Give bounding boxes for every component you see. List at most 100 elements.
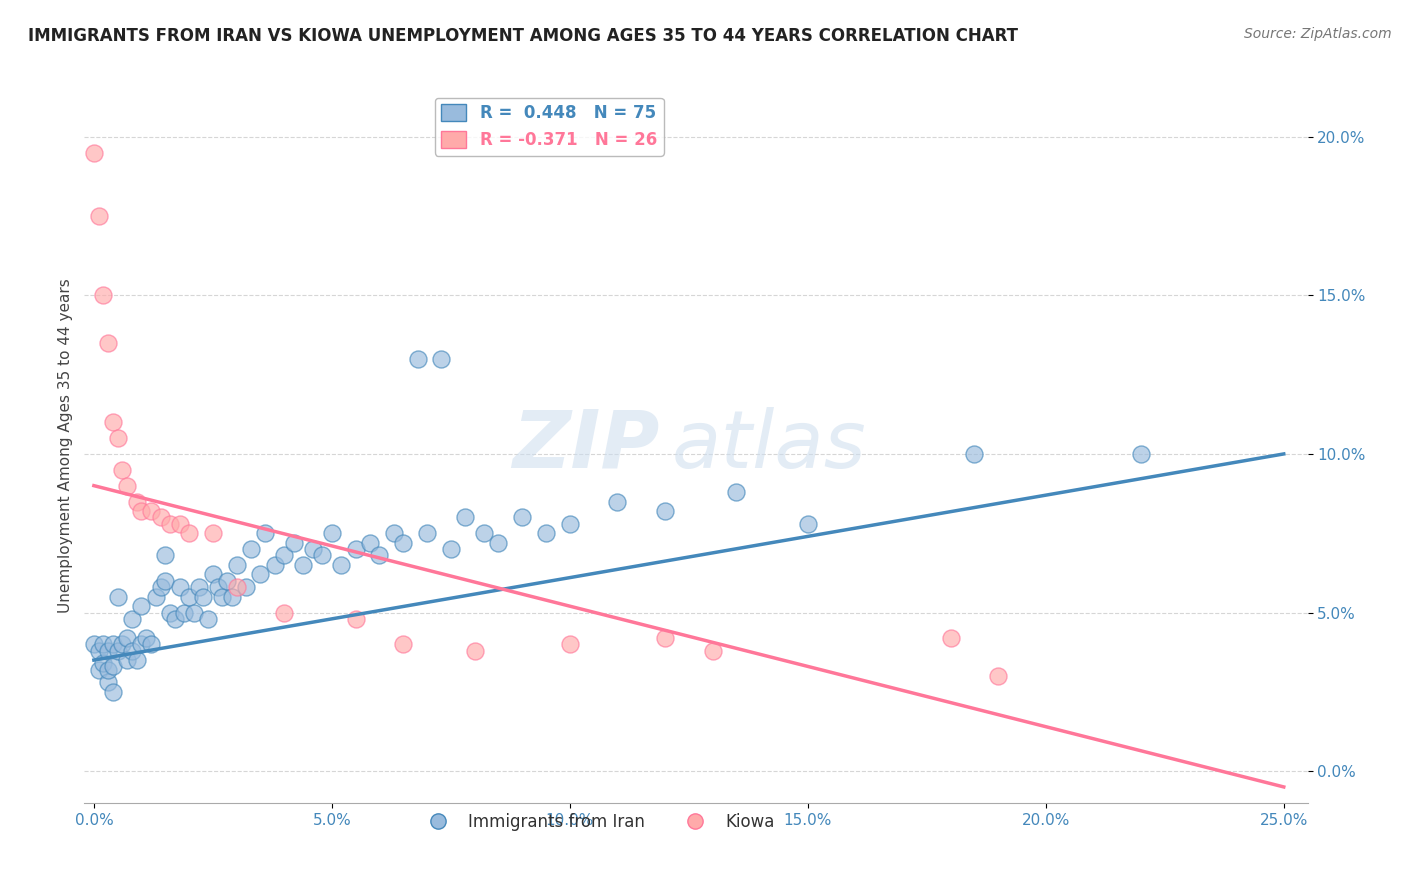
Point [163, 612, 186, 626]
Point [197, 612, 219, 626]
Point [283, 535, 305, 549]
Point [301, 542, 323, 557]
Point [558, 516, 581, 531]
Point [273, 549, 295, 563]
Point [131, 599, 153, 614]
Point [149, 510, 172, 524]
Point [311, 549, 333, 563]
Point [93, 637, 115, 651]
Point [145, 590, 167, 604]
Point [97, 663, 120, 677]
Point [392, 637, 415, 651]
Point [177, 590, 200, 604]
Point [440, 542, 463, 557]
Point [87, 209, 110, 223]
Point [225, 580, 247, 594]
Point [101, 659, 124, 673]
Point [382, 526, 405, 541]
Point [510, 510, 533, 524]
Point [93, 657, 115, 671]
Text: Source: ZipAtlas.com: Source: ZipAtlas.com [1244, 27, 1392, 41]
Point [472, 526, 495, 541]
Point [139, 504, 162, 518]
Point [344, 612, 367, 626]
Point [263, 558, 285, 572]
Point [254, 526, 277, 541]
Point [1130, 447, 1153, 461]
Point [107, 643, 129, 657]
Point [187, 580, 209, 594]
Point [321, 526, 343, 541]
Point [344, 542, 367, 557]
Point [159, 606, 181, 620]
Point [211, 590, 233, 604]
Point [83, 145, 105, 160]
Point [159, 516, 181, 531]
Point [273, 606, 295, 620]
Point [193, 590, 215, 604]
Point [797, 516, 820, 531]
Point [207, 580, 229, 594]
Point [416, 526, 439, 541]
Point [235, 580, 257, 594]
Point [173, 606, 195, 620]
Point [131, 637, 153, 651]
Point [97, 675, 120, 690]
Point [963, 447, 986, 461]
Point [83, 637, 105, 651]
Point [169, 580, 191, 594]
Point [121, 612, 143, 626]
Point [221, 590, 243, 604]
Y-axis label: Unemployment Among Ages 35 to 44 years: Unemployment Among Ages 35 to 44 years [58, 278, 73, 614]
Point [330, 558, 353, 572]
Point [125, 494, 148, 508]
Point [558, 637, 581, 651]
Point [606, 494, 628, 508]
Point [725, 485, 748, 500]
Point [135, 631, 157, 645]
Point [392, 535, 415, 549]
Point [107, 431, 129, 445]
Point [183, 606, 205, 620]
Point [97, 643, 120, 657]
Point [87, 663, 110, 677]
Point [121, 643, 143, 657]
Point [217, 574, 239, 588]
Point [155, 574, 177, 588]
Point [201, 567, 224, 582]
Point [939, 631, 962, 645]
Point [155, 549, 177, 563]
Point [702, 643, 724, 657]
Point [406, 351, 429, 366]
Point [101, 637, 124, 651]
Point [131, 504, 153, 518]
Text: IMMIGRANTS FROM IRAN VS KIOWA UNEMPLOYMENT AMONG AGES 35 TO 44 YEARS CORRELATION: IMMIGRANTS FROM IRAN VS KIOWA UNEMPLOYME… [28, 27, 1018, 45]
Point [368, 549, 391, 563]
Point [654, 631, 676, 645]
Point [139, 637, 162, 651]
Point [115, 653, 138, 667]
Point [115, 478, 138, 492]
Point [534, 526, 557, 541]
Point [115, 631, 138, 645]
Legend: Immigrants from Iran, Kiowa: Immigrants from Iran, Kiowa [415, 806, 782, 838]
Point [93, 288, 115, 302]
Point [249, 567, 271, 582]
Point [107, 590, 129, 604]
Point [101, 685, 124, 699]
Point [125, 653, 148, 667]
Point [292, 558, 315, 572]
Point [430, 351, 453, 366]
Point [654, 504, 676, 518]
Point [101, 415, 124, 429]
Point [97, 335, 120, 350]
Point [987, 669, 1010, 683]
Point [201, 526, 224, 541]
Point [239, 542, 262, 557]
Point [359, 535, 381, 549]
Text: atlas: atlas [672, 407, 866, 485]
Point [149, 580, 172, 594]
Point [111, 637, 134, 651]
Point [177, 526, 200, 541]
Point [169, 516, 191, 531]
